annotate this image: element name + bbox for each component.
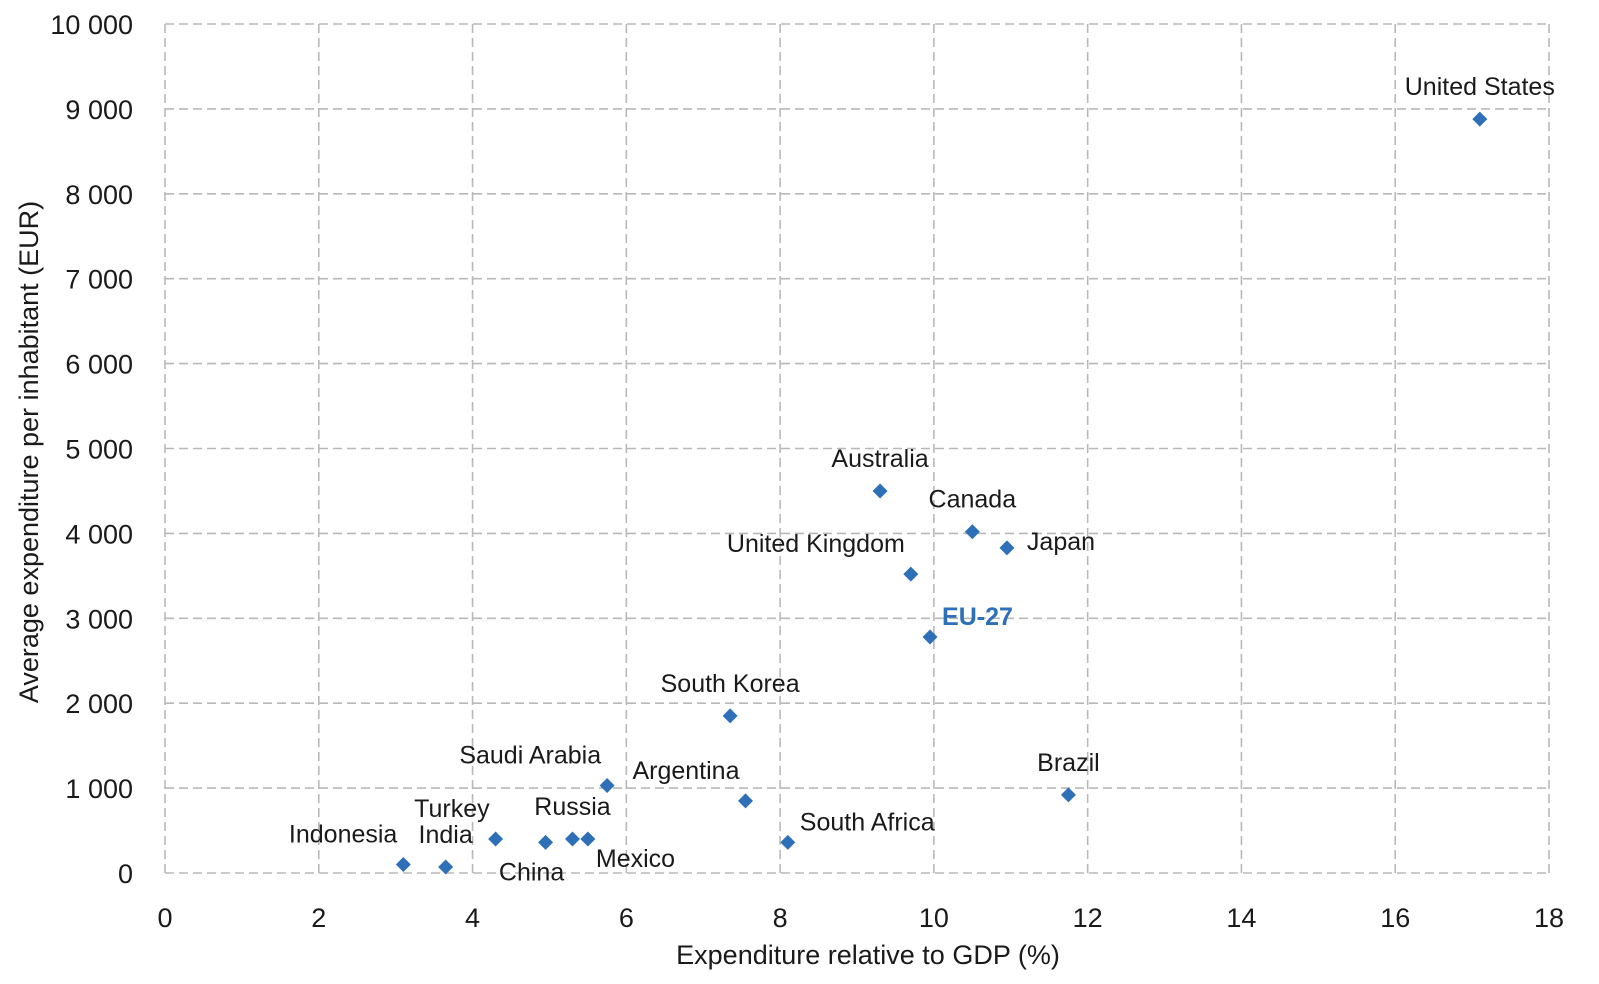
data-point-marker	[1060, 787, 1076, 803]
data-point-label: Brazil	[1037, 749, 1100, 777]
data-point-marker	[780, 834, 796, 850]
data-points	[395, 111, 1488, 875]
data-point-marker	[438, 859, 454, 875]
y-tick-label: 2 000	[65, 689, 133, 719]
data-point-marker	[872, 483, 888, 499]
data-point-marker	[964, 524, 980, 540]
data-point-label: Turkey	[414, 795, 490, 823]
data-point-label: Australia	[831, 445, 928, 473]
x-tick-label: 0	[157, 903, 172, 933]
data-point-label: South Africa	[800, 808, 935, 836]
data-point-label: Russia	[534, 793, 611, 821]
x-axis-ticks: 0 2 4 6 8 10 12 14 16 18	[157, 903, 1564, 933]
data-point-marker	[722, 708, 738, 724]
data-point-marker	[580, 831, 596, 847]
y-tick-label: 4 000	[65, 519, 133, 549]
data-point-label: Canada	[929, 486, 1017, 514]
data-point-label: United Kingdom	[727, 530, 905, 558]
data-point-label: India	[419, 821, 473, 849]
data-point-marker	[538, 834, 554, 850]
grid	[164, 23, 1550, 874]
data-point-label: United States	[1405, 73, 1555, 101]
data-point-marker	[395, 857, 411, 873]
data-point-label: Saudi Arabia	[459, 742, 601, 770]
data-point-label: South Korea	[661, 670, 800, 698]
data-point-label: Mexico	[596, 845, 675, 873]
x-tick-label: 14	[1226, 903, 1256, 933]
y-tick-label: 3 000	[65, 604, 133, 634]
y-tick-label: 5 000	[65, 435, 133, 465]
x-tick-label: 4	[465, 903, 480, 933]
data-point-marker	[599, 778, 615, 794]
data-point-marker	[738, 793, 754, 809]
data-point-marker	[922, 629, 938, 645]
x-tick-label: 10	[919, 903, 949, 933]
data-point-marker	[903, 566, 919, 582]
y-tick-label: 7 000	[65, 265, 133, 295]
data-point-marker	[565, 831, 581, 847]
x-tick-label: 12	[1073, 903, 1103, 933]
y-tick-label: 10 000	[50, 10, 133, 40]
x-axis-title: Expenditure relative to GDP (%)	[676, 940, 1060, 970]
data-point-label: Indonesia	[289, 821, 398, 849]
x-tick-label: 2	[311, 903, 326, 933]
y-axis-ticks: 0 1 000 2 000 3 000 4 000 5 000 6 000 7 000 8 00…	[50, 10, 133, 889]
y-tick-label: 0	[118, 859, 133, 889]
data-point-marker	[488, 831, 504, 847]
data-point-label: Argentina	[632, 757, 739, 785]
x-tick-label: 8	[773, 903, 788, 933]
data-point-marker	[1472, 111, 1488, 127]
x-tick-label: 16	[1380, 903, 1410, 933]
data-point-label: Japan	[1027, 528, 1095, 556]
y-axis-title: Average expenditure per inhabitant (EUR)	[14, 201, 44, 703]
data-point-label: China	[499, 858, 564, 886]
x-tick-label: 6	[619, 903, 634, 933]
x-tick-label: 18	[1534, 903, 1564, 933]
y-tick-label: 6 000	[65, 350, 133, 380]
y-tick-label: 8 000	[65, 180, 133, 210]
data-point-marker	[999, 540, 1015, 556]
y-tick-label: 9 000	[65, 95, 133, 125]
data-point-label: EU-27	[942, 603, 1013, 631]
y-tick-label: 1 000	[65, 774, 133, 804]
